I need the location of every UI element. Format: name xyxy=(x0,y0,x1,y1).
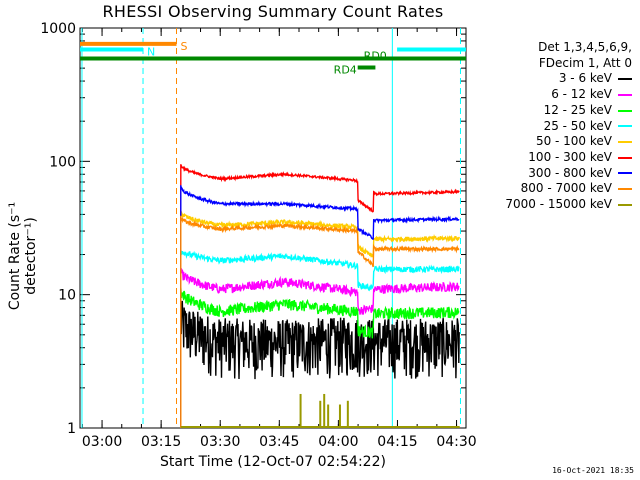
x-tick-label: 03:30 xyxy=(200,434,240,450)
legend-entry: 800 - 7000 keV xyxy=(470,181,638,197)
legend: Det 1,3,4,5,6,9, FDecim 1, Att 0 3 - 6 k… xyxy=(470,40,638,213)
legend-entry-label: 25 - 50 keV xyxy=(543,118,612,133)
legend-swatch xyxy=(618,188,632,191)
legend-swatch xyxy=(618,172,632,175)
legend-swatch xyxy=(618,93,632,96)
flag-bar-label: RD4 xyxy=(334,64,357,77)
series-line xyxy=(180,267,460,428)
legend-entry: 7000 - 15000 keV xyxy=(470,197,638,213)
legend-entry-label: 3 - 6 keV xyxy=(558,71,612,86)
flag-bar-label: N xyxy=(147,45,155,58)
series-line xyxy=(180,185,460,428)
legend-entry-label: 12 - 25 keV xyxy=(543,102,612,117)
legend-entry: 3 - 6 keV xyxy=(470,71,638,87)
legend-entry: 12 - 25 keV xyxy=(470,103,638,119)
legend-entry-label: 800 - 7000 keV xyxy=(520,181,612,196)
x-tick-label: 03:45 xyxy=(259,434,299,450)
x-tick-label: 04:15 xyxy=(377,434,417,450)
legend-entry: 6 - 12 keV xyxy=(470,87,638,103)
legend-entry: 100 - 300 keV xyxy=(470,150,638,166)
legend-header-line-2: FDecim 1, Att 0 xyxy=(538,55,632,70)
footer-timestamp: 16-Oct-2021 18:35 xyxy=(552,466,634,475)
y-tick-label: 1 xyxy=(67,421,76,437)
y-tick-label: 100 xyxy=(49,154,76,170)
legend-swatch xyxy=(618,203,632,206)
series-line xyxy=(180,287,460,428)
x-tick-label: 03:15 xyxy=(141,434,181,450)
legend-entry-label: 100 - 300 keV xyxy=(528,149,612,164)
legend-swatch xyxy=(618,156,632,159)
legend-entry: 300 - 800 keV xyxy=(470,166,638,182)
legend-swatch xyxy=(618,109,632,112)
legend-swatch xyxy=(618,141,632,144)
flag-bar-label: S xyxy=(181,40,188,53)
x-tick-label: 03:00 xyxy=(82,434,122,450)
legend-swatch xyxy=(618,78,632,81)
chart-title: RHESSI Observing Summary Count Rates xyxy=(102,2,444,21)
x-tick-label: 04:00 xyxy=(318,434,358,450)
legend-header-line-1: Det 1,3,4,5,6,9, xyxy=(538,40,632,54)
series-line xyxy=(180,164,460,428)
legend-entry-label: 300 - 800 keV xyxy=(528,165,612,180)
series-line xyxy=(180,215,460,428)
legend-entry: 25 - 50 keV xyxy=(470,119,638,135)
legend-entry-label: 7000 - 15000 keV xyxy=(505,197,612,212)
flag-bar-label: RD0 xyxy=(364,50,387,63)
legend-swatch xyxy=(618,125,632,128)
y-tick-label: 10 xyxy=(58,288,76,304)
y-tick-label: 1000 xyxy=(40,21,76,37)
series-line xyxy=(180,210,460,428)
y-axis-label: Count Rate (s⁻¹ detector⁻¹) xyxy=(7,201,39,311)
series-line xyxy=(180,300,460,428)
legend-entry-label: 50 - 100 keV xyxy=(535,134,612,149)
x-tick-label: 04:30 xyxy=(436,434,476,450)
series-line xyxy=(180,249,460,428)
legend-entry-label: 6 - 12 keV xyxy=(551,87,612,102)
legend-entry: 50 - 100 keV xyxy=(470,134,638,150)
x-axis-label: Start Time (12-Oct-07 02:54:22) xyxy=(160,454,386,470)
